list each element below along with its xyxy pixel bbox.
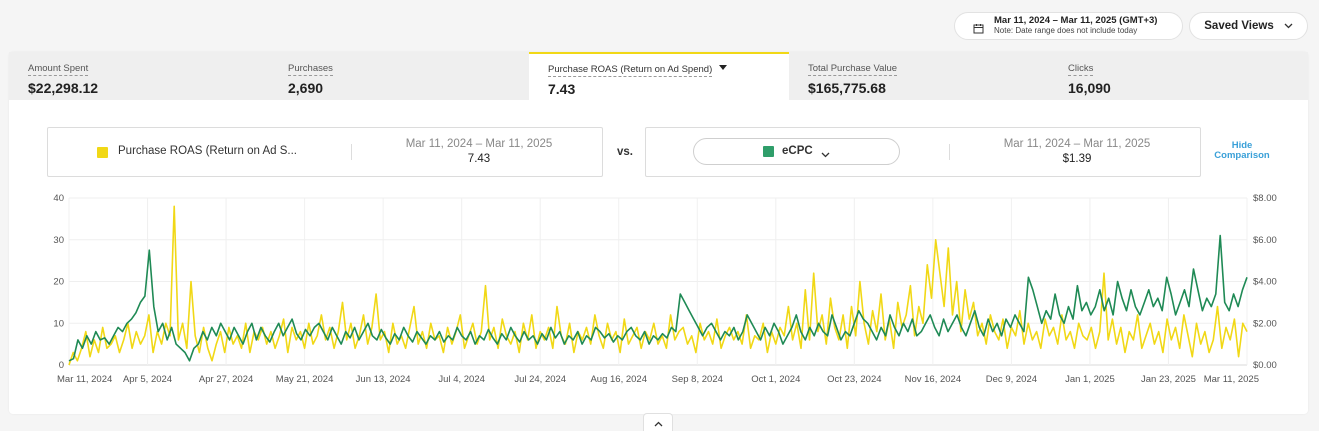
x-tick-label: Oct 1, 2024 xyxy=(751,374,800,385)
metric-tab-total-purchase-value[interactable]: Total Purchase Value $165,775.68 xyxy=(808,52,898,100)
x-tick-label: Apr 27, 2024 xyxy=(199,374,253,385)
y-right-tick-label: $8.00 xyxy=(1253,193,1277,204)
y-left-tick-label: 10 xyxy=(53,318,64,329)
metric-label: Purchase ROAS (Return on Ad Spend) xyxy=(548,64,713,77)
y-left-tick-label: 20 xyxy=(53,277,64,288)
y-left-tick-label: 30 xyxy=(53,235,64,246)
roas-legend-swatch xyxy=(97,147,108,158)
secondary-metric-box: eCPC Mar 11, 2024 – Mar 11, 2025 $1.39 xyxy=(645,127,1201,177)
metric-label: Purchases xyxy=(288,63,333,76)
secondary-metric-name: eCPC xyxy=(782,145,813,157)
y-right-tick-label: $2.00 xyxy=(1253,318,1277,329)
x-tick-label: Apr 5, 2024 xyxy=(123,374,172,385)
comparison-line-chart: 40 30 20 10 0 $8.00 $6.00 $4.00 $2.00 $0.00 Mar 11… xyxy=(53,193,1277,385)
date-range-text: Mar 11, 2024 – Mar 11, 2025 (GMT+3) xyxy=(994,15,1158,27)
y-left-tick-label: 40 xyxy=(53,193,64,204)
y-left-tick-label: 0 xyxy=(59,360,64,371)
date-range-note: Note: Date range does not include today xyxy=(994,25,1138,35)
x-tick-label: Aug 16, 2024 xyxy=(590,374,647,385)
hide-comparison-link[interactable]: Hide Comparison xyxy=(1207,140,1277,162)
comparison-metric-select[interactable]: eCPC xyxy=(693,138,900,165)
chevron-down-icon xyxy=(821,145,830,163)
metric-tab-amount-spent[interactable]: Amount Spent $22,298.12 xyxy=(28,52,98,100)
ecpc-legend-swatch xyxy=(763,146,774,157)
metric-tab-purchases[interactable]: Purchases 2,690 xyxy=(288,52,333,100)
roas-series-line xyxy=(68,205,1248,366)
y-right-tick-label: $4.00 xyxy=(1253,277,1277,288)
y-right-tick-label: $0.00 xyxy=(1253,360,1277,371)
divider xyxy=(949,144,950,160)
x-tick-label: Mar 11, 2025 xyxy=(1204,374,1259,385)
x-tick-label: Jul 4, 2024 xyxy=(438,374,484,385)
chevron-down-icon xyxy=(1284,20,1293,32)
x-tick-label: Sep 8, 2024 xyxy=(672,374,723,385)
metric-value: 16,090 xyxy=(1068,80,1111,96)
secondary-value: $1.39 xyxy=(1062,153,1092,165)
metric-value: $22,298.12 xyxy=(28,80,99,96)
metric-tab-clicks[interactable]: Clicks 16,090 xyxy=(1068,52,1111,100)
x-tick-label: Oct 23, 2024 xyxy=(827,374,881,385)
primary-range: Mar 11, 2024 – Mar 11, 2025 xyxy=(405,138,553,150)
x-tick-label: Jul 24, 2024 xyxy=(514,374,566,385)
x-tick-label: May 21, 2024 xyxy=(276,374,334,385)
hide-comparison-label-2: Comparison xyxy=(1214,150,1270,162)
performance-card: Amount Spent $22,298.12 Purchases 2,690 … xyxy=(9,52,1308,414)
ecpc-series-line xyxy=(68,234,1248,362)
metric-label: Amount Spent xyxy=(28,63,89,76)
chevron-up-icon xyxy=(654,414,663,431)
hide-comparison-label-1: Hide xyxy=(1231,140,1253,151)
vs-label: vs. xyxy=(617,146,633,158)
metric-label: Clicks xyxy=(1068,63,1094,76)
calendar-icon xyxy=(973,21,984,33)
caret-down-icon xyxy=(719,65,728,71)
collapse-toggle[interactable] xyxy=(643,413,673,431)
x-tick-label: Jan 23, 2025 xyxy=(1141,374,1196,385)
metric-value: $165,775.68 xyxy=(808,80,886,96)
metric-tabs: Amount Spent $22,298.12 Purchases 2,690 … xyxy=(9,52,1308,100)
saved-views-label: Saved Views xyxy=(1204,20,1274,32)
x-tick-label: Nov 16, 2024 xyxy=(905,374,962,385)
divider xyxy=(351,144,352,160)
primary-value: 7.43 xyxy=(467,153,491,165)
metric-value: 2,690 xyxy=(288,80,324,96)
y-right-tick-label: $6.00 xyxy=(1253,235,1277,246)
x-tick-label: Dec 9, 2024 xyxy=(986,374,1037,385)
saved-views-dropdown[interactable]: Saved Views xyxy=(1189,12,1308,40)
metric-value: 7.43 xyxy=(548,81,576,97)
date-range-picker[interactable]: Mar 11, 2024 – Mar 11, 2025 (GMT+3) Note… xyxy=(954,12,1183,40)
metric-label: Total Purchase Value xyxy=(808,63,898,76)
primary-metric-box: Purchase ROAS (Return on Ad S... Mar 11,… xyxy=(47,127,603,177)
top-toolbar: Mar 11, 2024 – Mar 11, 2025 (GMT+3) Note… xyxy=(954,12,1308,40)
metric-tab-purchase-roas[interactable]: Purchase ROAS (Return on Ad Spend) 7.43 xyxy=(529,52,789,100)
secondary-range: Mar 11, 2024 – Mar 11, 2025 xyxy=(1003,138,1151,150)
primary-metric-name: Purchase ROAS (Return on Ad S... xyxy=(118,145,297,157)
x-tick-label: Mar 11, 2024 xyxy=(57,374,112,385)
x-tick-label: Jun 13, 2024 xyxy=(356,374,411,385)
x-tick-label: Jan 1, 2025 xyxy=(1065,374,1115,385)
